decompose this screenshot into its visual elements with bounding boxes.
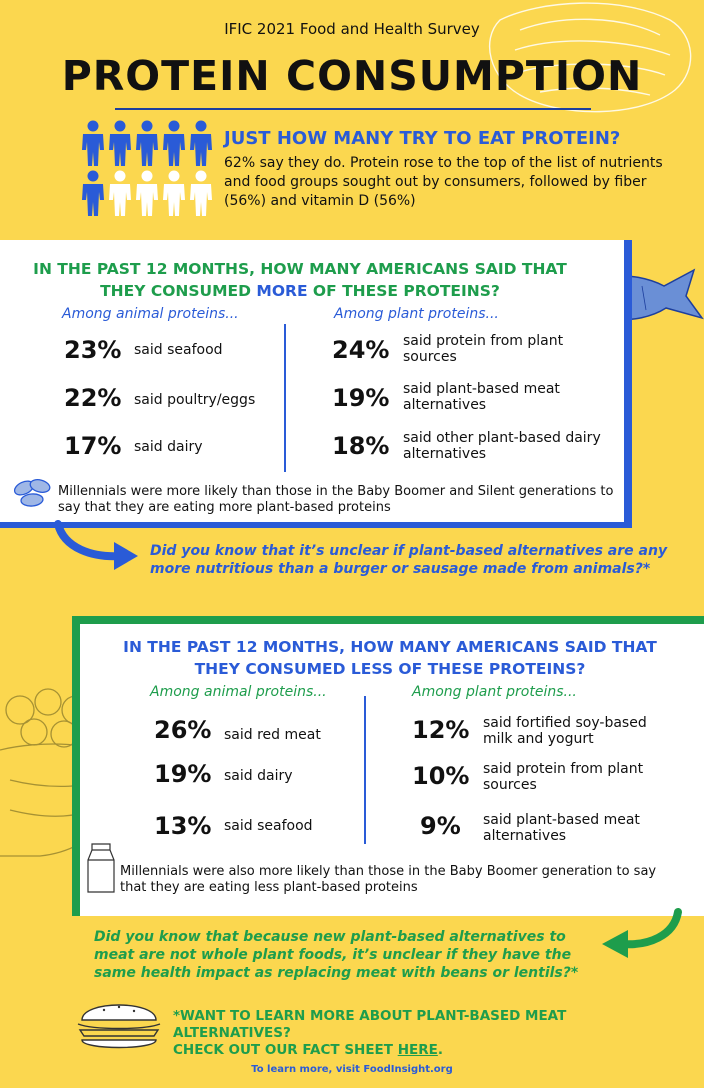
less-animal-text-3: said seafood [224,818,313,834]
less-plant-pct-2: 10% [412,762,470,790]
more-plant-pct-2: 19% [332,384,390,412]
person-icon [109,170,131,216]
intro-text: 62% say they do. Protein rose to the top… [224,155,663,209]
person-icon [163,120,185,166]
less-plant-pct-1: 12% [412,716,470,744]
title-divider [115,108,591,110]
survey-name: IFIC 2021 Food and Health Survey [224,20,480,38]
less-animal-pct-3: 13% [154,812,212,840]
curved-arrow-green-icon [602,908,682,958]
more-animal-text-2: said poultry/eggs [134,392,256,408]
oyster-illustration-icon [488,2,692,113]
people-icon-grid [82,120,212,216]
more-plant-text-1: said protein from plant sources [403,333,564,365]
consumed-less-panel [72,616,704,916]
person-icon [82,120,104,166]
person-icon [190,170,212,216]
person-icon [82,170,104,216]
more-column-divider [284,324,286,472]
page-title: PROTEIN CONSUMPTION [61,52,643,100]
less-animal-label: Among animal proteins... [150,684,327,700]
less-animal-pct-2: 19% [154,760,212,788]
more-plant-pct-1: 24% [332,336,390,364]
less-column-divider [364,696,366,844]
curved-arrow-blue-icon [54,520,138,570]
fact-sheet-link[interactable]: HERE [397,1042,438,1058]
less-animal-pct-1: 26% [154,716,212,744]
less-plant-text-3: said plant-based meat alternatives [483,812,640,844]
more-animal-pct-2: 22% [64,384,122,412]
less-plant-text-2: said protein from plant sources [483,761,644,793]
more-animal-pct-1: 23% [64,336,122,364]
less-millennials-note: Millennials were also more likely than t… [120,864,657,895]
milk-carton-icon [87,843,115,893]
less-plant-pct-3: 9% [420,812,461,840]
person-icon [163,170,185,216]
burger-icon [77,1004,161,1049]
less-plant-text-1: said fortified soy-based milk and yogurt [483,715,647,747]
more-plant-label: Among plant proteins... [334,306,499,322]
consumed-more-panel [0,240,632,528]
more-animal-label: Among animal proteins... [62,306,239,322]
less-animal-text-2: said dairy [224,768,293,784]
more-animal-text-3: said dairy [134,439,203,455]
person-icon [136,170,158,216]
more-plant-pct-3: 18% [332,432,390,460]
more-plant-text-2: said plant-based meat alternatives [403,381,560,413]
consumed-more-heading: IN THE PAST 12 MONTHS, HOW MANY AMERICAN… [33,260,567,300]
less-animal-text-1: said red meat [224,727,321,743]
footer-link-text[interactable]: To learn more, visit FoodInsight.org [251,1064,453,1075]
more-plant-text-3: said other plant-based dairy alternative… [403,430,601,462]
person-icon [136,120,158,166]
more-did-you-know: Did you know that it’s unclear if plant-… [150,543,668,577]
less-did-you-know: Did you know that because new plant-base… [94,929,579,981]
person-icon [190,120,212,166]
less-plant-label: Among plant proteins... [412,684,577,700]
more-animal-text-1: said seafood [134,342,223,358]
more-animal-pct-3: 17% [64,432,122,460]
intro-question: JUST HOW MANY TRY TO EAT PROTEIN? [224,128,621,149]
almonds-icon [13,479,51,507]
fact-sheet-callout: *WANT TO LEARN MORE ABOUT PLANT-BASED ME… [173,1008,567,1058]
consumed-less-heading: IN THE PAST 12 MONTHS, HOW MANY AMERICAN… [123,638,657,678]
person-icon [109,120,131,166]
more-millennials-note: Millennials were more likely than those … [58,484,614,515]
